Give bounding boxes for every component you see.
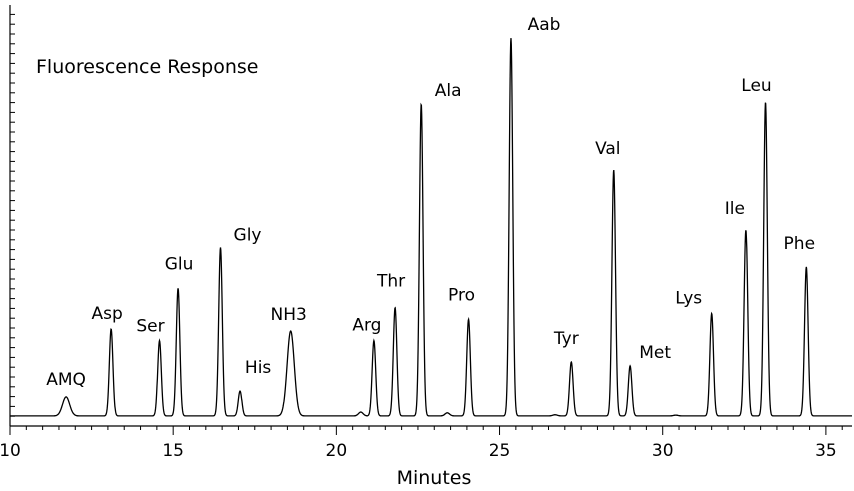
peak-label-gly: Gly bbox=[234, 226, 262, 246]
peak-label-tyr: Tyr bbox=[553, 329, 579, 349]
peak-label-nh3: NH3 bbox=[271, 305, 307, 325]
peak-label-glu: Glu bbox=[165, 254, 194, 274]
peak-label-ala: Ala bbox=[435, 81, 462, 101]
chromatogram-trace bbox=[10, 38, 852, 417]
x-tick-label: 25 bbox=[489, 441, 511, 461]
peak-label-leu: Leu bbox=[741, 76, 771, 96]
peak-labels: AMQ Asp Ser Glu Gly His NH3 Arg Thr Ala Pro Aab Tyr V… bbox=[46, 15, 815, 390]
y-axis bbox=[9, 5, 15, 427]
x-tick-label: 15 bbox=[162, 441, 184, 461]
x-tick-label: 20 bbox=[326, 441, 348, 461]
peak-label-aab: Aab bbox=[528, 15, 561, 35]
x-tick-label: 35 bbox=[815, 441, 837, 461]
peak-label-ile: Ile bbox=[725, 199, 745, 219]
chart-title: Fluorescence Response bbox=[36, 56, 258, 78]
peak-label-amq: AMQ bbox=[46, 370, 86, 390]
x-axis: 10 15 20 25 30 35 bbox=[0, 425, 852, 461]
peak-label-val: Val bbox=[595, 139, 620, 159]
x-tick-label: 30 bbox=[652, 441, 674, 461]
peak-label-ser: Ser bbox=[136, 317, 164, 337]
x-tick-label: 10 bbox=[0, 441, 21, 461]
peak-label-met: Met bbox=[639, 343, 671, 363]
peak-label-his: His bbox=[245, 358, 272, 378]
peak-label-asp: Asp bbox=[92, 304, 123, 324]
x-axis-title: Minutes bbox=[397, 467, 472, 489]
peak-label-pro: Pro bbox=[448, 285, 475, 305]
peak-label-phe: Phe bbox=[784, 234, 816, 254]
peak-label-lys: Lys bbox=[675, 289, 702, 309]
peak-label-arg: Arg bbox=[352, 316, 381, 336]
peak-label-thr: Thr bbox=[376, 272, 405, 292]
